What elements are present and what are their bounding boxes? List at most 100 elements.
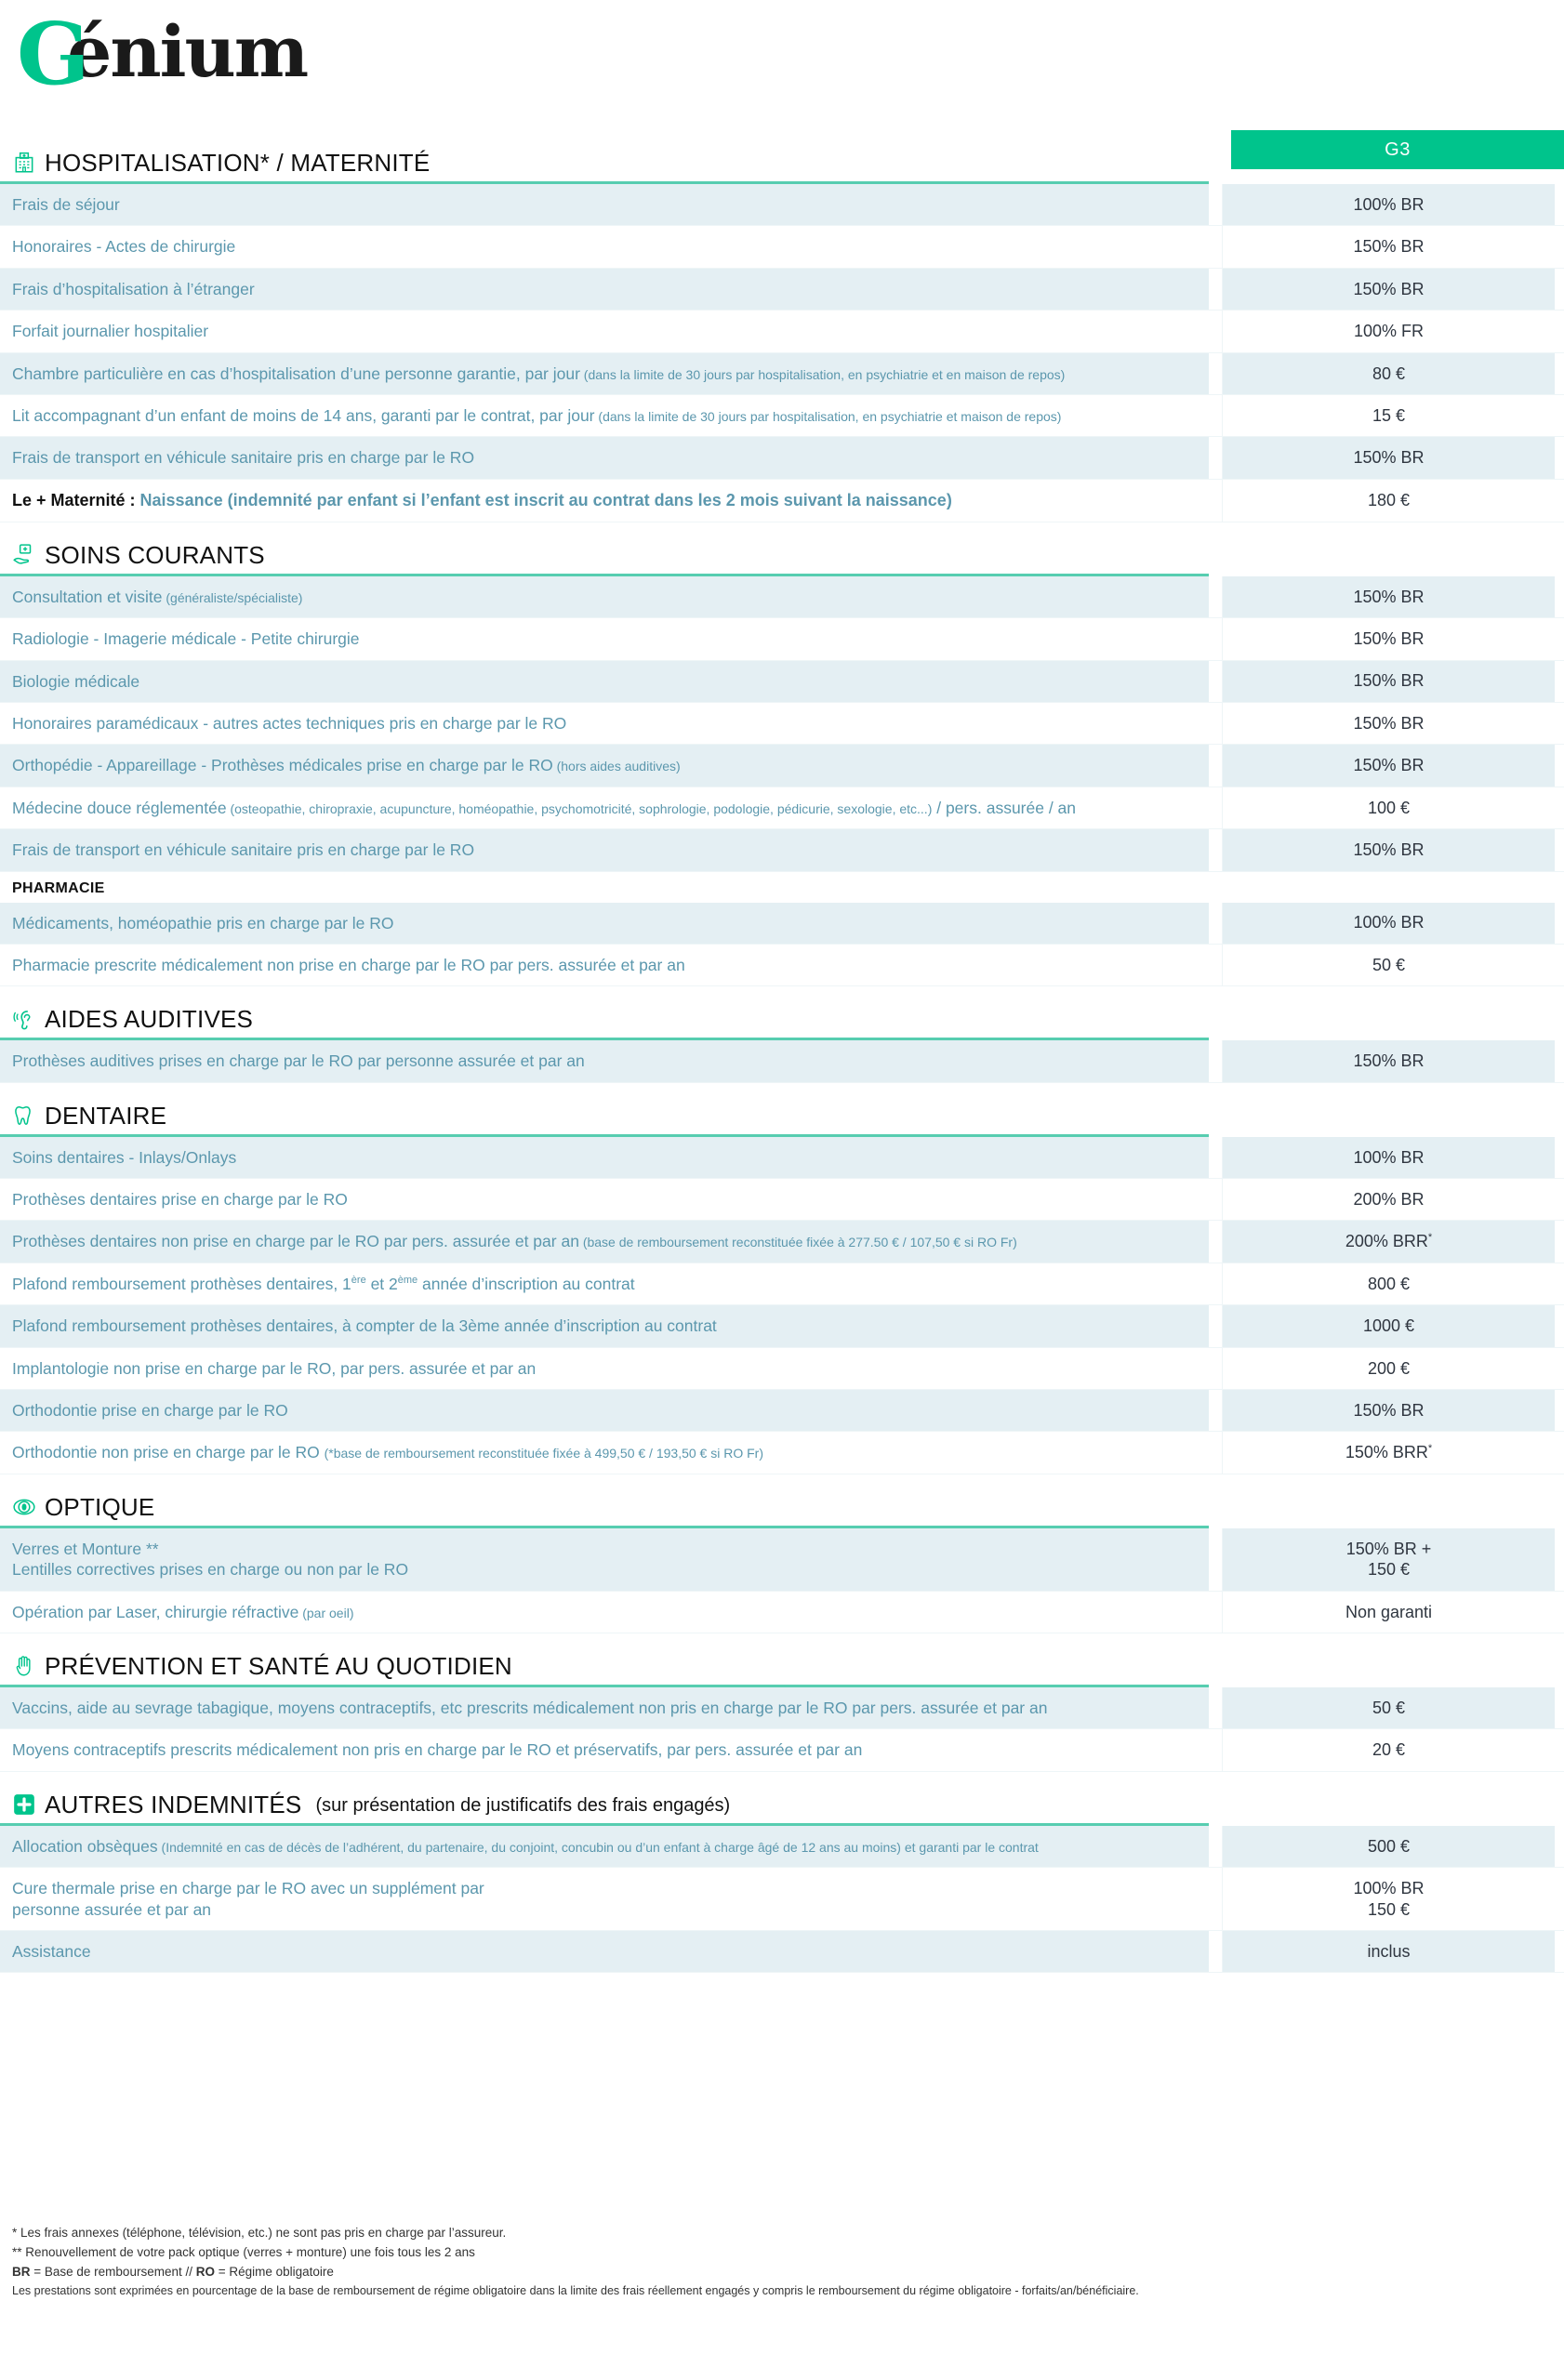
row-label: Médicaments, homéopathie pris en charge …	[0, 902, 1209, 944]
table-row: Prothèses dentaires prise en charge par …	[0, 1179, 1564, 1222]
row-label-tail: / pers. assurée / an	[932, 798, 1077, 817]
table-row: Biologie médicale 150% BR	[0, 660, 1564, 703]
row-label: Consultation et visite (généraliste/spéc…	[0, 575, 1209, 618]
row-label-line: Verres et Monture **	[12, 1539, 159, 1558]
row-value: 150% BR	[1222, 618, 1555, 660]
row-value: Non garanti	[1222, 1591, 1555, 1633]
hand-care-icon	[12, 543, 36, 567]
subsection-title: PHARMACIE	[12, 879, 105, 896]
row-label-text: Orthopédie - Appareillage - Prothèses mé…	[12, 756, 553, 775]
table-row: Prothèses auditives prises en charge par…	[0, 1040, 1564, 1083]
logo-wordmark: G énium	[17, 11, 309, 97]
row-label-text: Plafond remboursement prothèses dentaire…	[12, 1274, 635, 1293]
row-label-text: Implantologie non prise en charge par le…	[12, 1358, 537, 1378]
row-value: 200% BR	[1222, 1179, 1555, 1221]
row-value-text: 15 €	[1372, 405, 1406, 425]
plus-cross-icon	[12, 1792, 36, 1817]
section-header: AIDES AUDITIVES	[0, 1007, 1564, 1034]
row-label-text: Assistance	[12, 1941, 91, 1961]
row-value: 20 €	[1222, 1729, 1555, 1771]
section-header: SOINS COURANTS	[0, 543, 1564, 570]
row-label-text: Chambre particulière en cas d’hospitalis…	[12, 364, 580, 383]
row-value-text: 100% BR	[1353, 194, 1425, 214]
row-label: Honoraires paramédicaux - autres actes t…	[0, 702, 1209, 745]
section-divider	[0, 1038, 1209, 1041]
row-value-text: 200% BR	[1353, 1190, 1425, 1209]
row-value-text: 150% BR	[1353, 448, 1425, 468]
row-label-note: (hors aides auditives)	[552, 759, 681, 774]
row-value: 150% BR	[1222, 437, 1555, 479]
logo-letter-g: G	[17, 4, 90, 104]
table-row: Honoraires paramédicaux - autres actes t…	[0, 702, 1564, 746]
footnote-4: Les prestations sont exprimées en pource…	[12, 2283, 1139, 2297]
row-value: 150% BR	[1222, 226, 1555, 268]
table-row: Moyens contraceptifs prescrits médicalem…	[0, 1729, 1564, 1772]
tooth-icon	[12, 1104, 36, 1128]
row-value: 50 €	[1222, 1686, 1555, 1729]
section-title: SOINS COURANTS	[45, 540, 265, 569]
row-label: Lit accompagnant d’un enfant de moins de…	[0, 394, 1209, 437]
row-label-text: Opération par Laser, chirurgie réfractiv…	[12, 1602, 299, 1621]
hand-icon	[12, 1654, 36, 1678]
table-row: Assistance inclus	[0, 1930, 1564, 1974]
row-value-line: 150 €	[1367, 1560, 1411, 1580]
row-value-text: 200% BRR	[1345, 1232, 1428, 1251]
row-label: Vaccins, aide au sevrage tabagique, moye…	[0, 1686, 1209, 1729]
row-value: 150% BR + 150 €	[1222, 1527, 1555, 1591]
section-divider	[0, 181, 1209, 184]
row-label-line: personne assurée et par an	[12, 1899, 212, 1919]
row-value-text: 50 €	[1372, 955, 1406, 974]
row-label: Radiologie - Imagerie médicale - Petite …	[0, 618, 1209, 660]
section-divider	[0, 1525, 1209, 1528]
table-row: Médicaments, homéopathie pris en charge …	[0, 902, 1564, 945]
row-label: Orthodontie prise en charge par le RO	[0, 1390, 1209, 1432]
row-value-text: 20 €	[1372, 1740, 1406, 1760]
table-row: Consultation et visite (généraliste/spéc…	[0, 575, 1564, 619]
row-label-text: Biologie médicale	[12, 671, 140, 691]
row-label-text: Prothèses dentaires prise en charge par …	[12, 1190, 348, 1210]
row-value: 100% BR	[1222, 902, 1555, 944]
section-divider	[0, 1133, 1209, 1137]
row-label: Assistance	[0, 1930, 1209, 1973]
row-label-text: Vaccins, aide au sevrage tabagique, moye…	[12, 1698, 1048, 1717]
row-value-text: 180 €	[1367, 491, 1411, 509]
table-row: Plafond remboursement prothèses dentaire…	[0, 1263, 1564, 1306]
row-label-line: Lentilles correctives prises en charge o…	[12, 1560, 409, 1580]
section-title: OPTIQUE	[45, 1492, 155, 1521]
section-title-note: (sur présentation de justificatifs des f…	[315, 1794, 731, 1816]
row-label: Biologie médicale	[0, 660, 1209, 702]
row-label-text: Honoraires paramédicaux - autres actes t…	[12, 713, 567, 733]
footnotes: * Les frais annexes (téléphone, télévisi…	[12, 2224, 1556, 2300]
row-label: Plafond remboursement prothèses dentaire…	[0, 1305, 1209, 1347]
row-value-text: 200 €	[1367, 1358, 1411, 1378]
row-value-text: 100 €	[1367, 798, 1411, 817]
row-value-text: 150% BR	[1353, 1400, 1425, 1420]
row-label: Verres et Monture ** Lentilles corrective…	[0, 1527, 1209, 1591]
row-label-text: Radiologie - Imagerie médicale - Petite …	[12, 629, 360, 649]
row-value: 200 €	[1222, 1347, 1555, 1390]
row-value: 150% BR	[1222, 745, 1555, 787]
row-label: Soins dentaires - Inlays/Onlays	[0, 1136, 1209, 1179]
row-value-text: 150% BRR	[1345, 1443, 1428, 1462]
section-divider	[0, 1822, 1209, 1826]
section-title: AIDES AUDITIVES	[45, 1005, 254, 1034]
eye-icon	[12, 1495, 36, 1519]
row-value-asterisk: *	[1427, 1232, 1433, 1244]
subsection-value-spacer	[1232, 872, 1564, 903]
subsection-header-row: PHARMACIE	[0, 872, 1564, 903]
row-value: 100% BR	[1222, 1136, 1555, 1179]
table-row: Orthopédie - Appareillage - Prothèses mé…	[0, 745, 1564, 787]
row-label: Prothèses dentaires prise en charge par …	[0, 1179, 1209, 1221]
row-label-text: Pharmacie prescrite médicalement non pri…	[12, 955, 685, 974]
row-value: 100% BR 150 €	[1222, 1868, 1555, 1930]
row-value: 50 €	[1222, 944, 1555, 986]
section-hospitalisation: HOSPITALISATION* / MATERNITÉ Frais de séj…	[0, 151, 1564, 522]
footnote-2: ** Renouvellement de votre pack optique …	[12, 2244, 475, 2259]
table-row: Honoraires - Actes de chirurgie 150% BR	[0, 226, 1564, 269]
row-value-text: 150% BR	[1353, 713, 1425, 733]
table-row: Frais d’hospitalisation à l’étranger 150%…	[0, 268, 1564, 311]
section-divider	[0, 1684, 1209, 1687]
row-value-line: 100% BR	[1353, 1879, 1425, 1898]
table-row: Frais de transport en véhicule sanitaire…	[0, 829, 1564, 872]
row-value-text: 100% FR	[1353, 322, 1425, 341]
